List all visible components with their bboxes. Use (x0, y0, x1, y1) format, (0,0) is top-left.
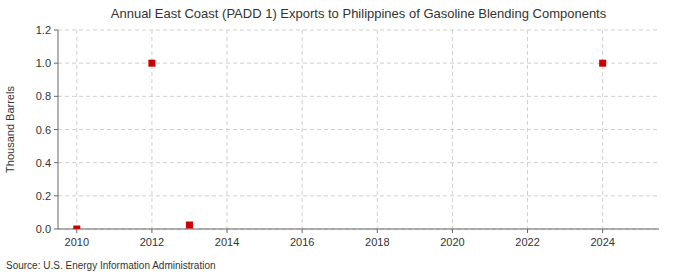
x-grid-line (227, 30, 228, 229)
x-axis-line (58, 229, 659, 230)
x-tick-label: 2022 (515, 236, 539, 248)
y-tick (54, 195, 58, 196)
data-point (148, 60, 155, 67)
points (73, 60, 606, 229)
x-tick-label: 2012 (140, 236, 164, 248)
grid (58, 30, 659, 229)
y-tick (54, 63, 58, 64)
y-tick (54, 162, 58, 163)
chart-container: 0.0 0.2 0.4 0.6 0.8 1.0 1.2 2010 2012 2014 2016 201… (0, 0, 675, 275)
x-tick-label: 2014 (215, 236, 239, 248)
x-grid-line (76, 30, 77, 229)
y-grid-line (58, 229, 659, 230)
x-tick (76, 229, 77, 233)
x-tick (302, 229, 303, 233)
x-tick-label: 2016 (290, 236, 314, 248)
x-tick (527, 229, 528, 233)
x-tick (377, 229, 378, 233)
data-point (186, 222, 193, 229)
y-grid-line (58, 195, 659, 196)
data-point (599, 60, 606, 67)
y-tick (54, 229, 58, 230)
data-point (73, 226, 80, 230)
y-grid-line (58, 63, 659, 64)
y-grid-line (58, 30, 659, 31)
y-tick-label: 0.8 (36, 90, 51, 102)
y-tick-label: 0.2 (36, 190, 51, 202)
x-grid-line (377, 30, 378, 229)
y-tick-label: 0.0 (36, 223, 51, 235)
x-tick-label: 2024 (590, 236, 614, 248)
y-grid-line (58, 162, 659, 163)
y-tick (54, 129, 58, 130)
source-note: Source: U.S. Energy Information Administ… (6, 260, 216, 271)
x-tick (452, 229, 453, 233)
x-tick-label: 2020 (440, 236, 464, 248)
y-axis-label: Thousand Barrels (4, 86, 16, 173)
chart-svg: 0.0 0.2 0.4 0.6 0.8 1.0 1.2 2010 2012 2014 2016 201… (0, 0, 675, 275)
x-tick-label: 2010 (65, 236, 89, 248)
y-tick-label: 0.4 (36, 157, 51, 169)
x-grid-line (302, 30, 303, 229)
x-tick (151, 229, 152, 233)
x-grid-line (452, 30, 453, 229)
y-tick-label: 0.6 (36, 124, 51, 136)
axes: 0.0 0.2 0.4 0.6 0.8 1.0 1.2 2010 2012 2014 2016 201… (36, 24, 659, 248)
chart-title: Annual East Coast (PADD 1) Exports to Ph… (111, 6, 607, 21)
x-tick-label: 2018 (365, 236, 389, 248)
y-tick-label: 1.0 (36, 57, 51, 69)
x-tick (602, 229, 603, 233)
x-grid-line (527, 30, 528, 229)
y-tick-label: 1.2 (36, 24, 51, 36)
x-tick (227, 229, 228, 233)
y-grid-line (58, 96, 659, 97)
y-tick (54, 96, 58, 97)
y-tick (54, 30, 58, 31)
y-grid-line (58, 129, 659, 130)
